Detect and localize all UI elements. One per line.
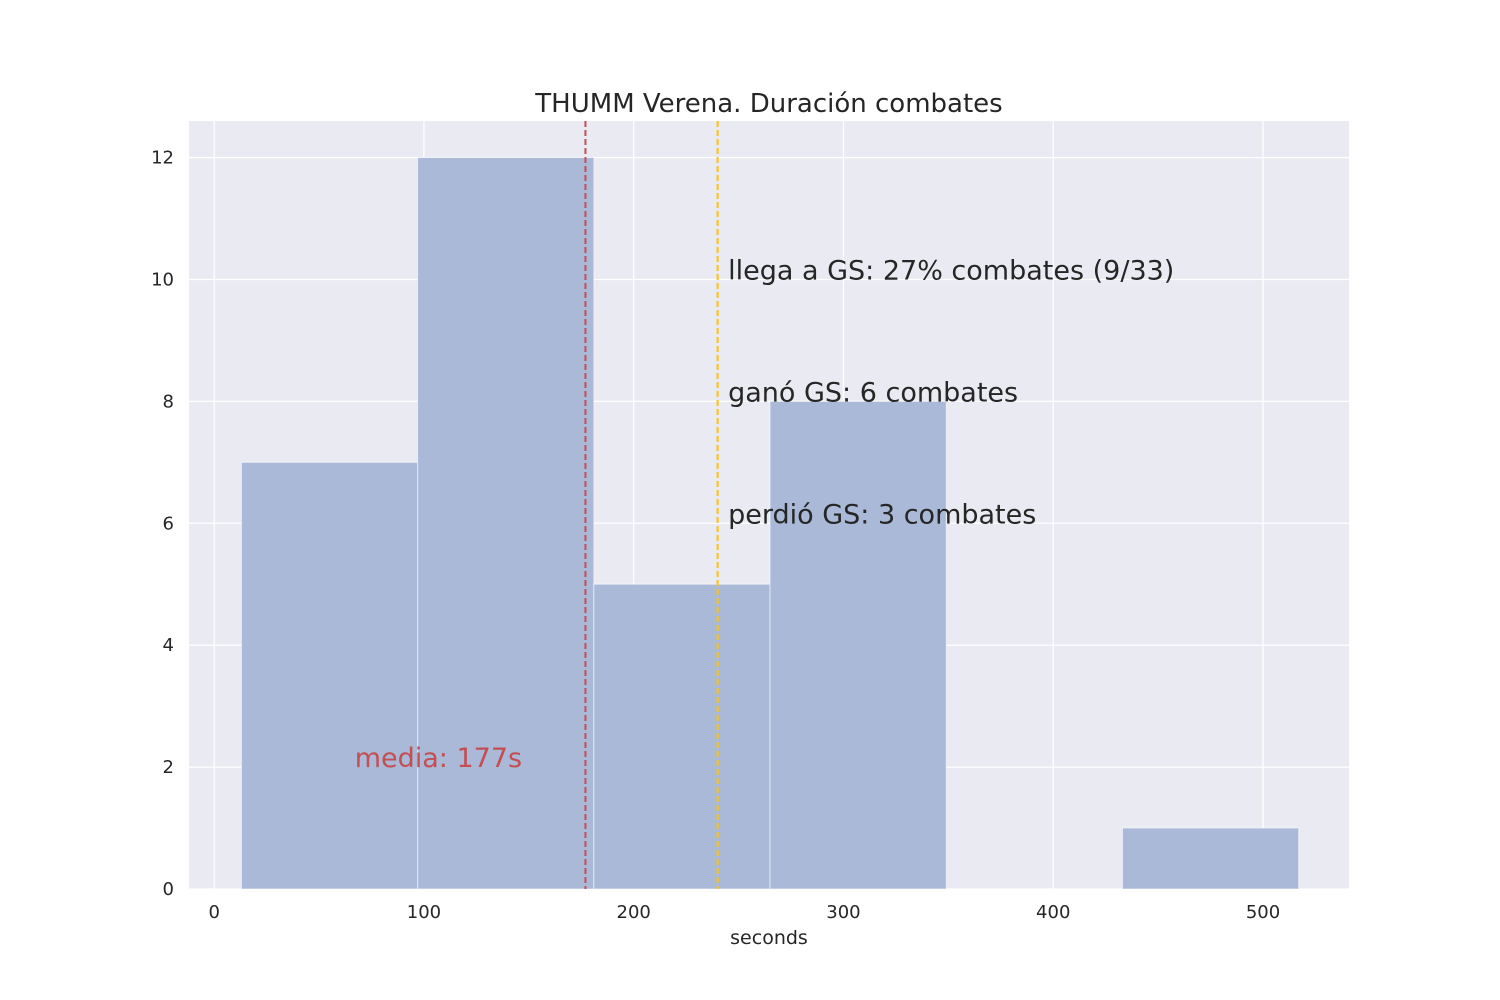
- y-tick-label: 8: [163, 391, 174, 412]
- annotations: media: 177s llega a GS: 27% combates (9/3…: [355, 255, 1175, 774]
- y-tick-label: 2: [163, 757, 174, 778]
- histogram-bar: [240, 461, 419, 890]
- y-tick-label: 10: [151, 269, 174, 290]
- gs-lost-label: perdió GS: 3 combates: [728, 499, 1036, 530]
- y-tick-label: 6: [163, 513, 174, 534]
- histogram-bar: [769, 400, 947, 890]
- media-label: media: 177s: [355, 743, 522, 774]
- x-axis-ticks: 0 100 200 300 400 500: [208, 902, 1280, 923]
- y-tick-label: 0: [163, 879, 174, 900]
- histogram-bar: [593, 583, 771, 890]
- chart-title: THUMM Verena. Duración combates: [534, 89, 1002, 119]
- x-tick-label: 300: [826, 902, 860, 923]
- x-tick-label: 100: [407, 902, 441, 923]
- histogram-bar: [417, 157, 595, 890]
- reference-lines: [584, 121, 719, 889]
- histogram-bar: [1121, 827, 1300, 890]
- histogram-bars: [240, 157, 1300, 890]
- y-axis-ticks: 0 2 4 6 8 10 12: [151, 148, 174, 900]
- x-axis-label: seconds: [730, 927, 808, 949]
- x-tick-label: 500: [1246, 902, 1280, 923]
- gs-won-label: ganó GS: 6 combates: [728, 377, 1018, 408]
- x-tick-label: 400: [1036, 902, 1070, 923]
- y-tick-label: 4: [163, 635, 174, 656]
- gs-reach-label: llega a GS: 27% combates (9/33): [728, 255, 1174, 286]
- x-tick-label: 200: [617, 902, 651, 923]
- y-tick-label: 12: [151, 148, 174, 169]
- x-tick-label: 0: [208, 902, 219, 923]
